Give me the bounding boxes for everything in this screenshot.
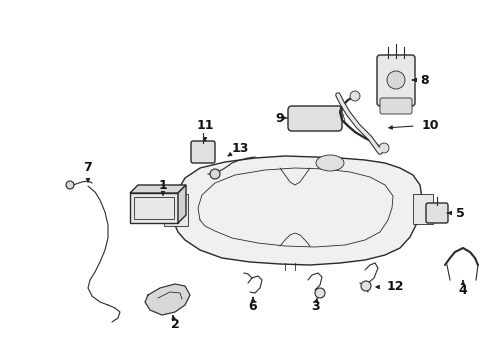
FancyBboxPatch shape	[287, 106, 341, 131]
Text: 1: 1	[158, 179, 167, 195]
Text: 3: 3	[310, 298, 319, 314]
Text: 2: 2	[170, 315, 179, 332]
FancyBboxPatch shape	[412, 194, 432, 224]
Circle shape	[314, 288, 325, 298]
Text: 5: 5	[447, 207, 464, 220]
Text: 4: 4	[458, 280, 467, 297]
Ellipse shape	[315, 155, 343, 171]
Polygon shape	[145, 284, 190, 315]
Polygon shape	[130, 185, 185, 193]
Polygon shape	[178, 185, 185, 223]
Circle shape	[386, 71, 404, 89]
FancyBboxPatch shape	[379, 98, 411, 114]
Polygon shape	[172, 156, 421, 265]
FancyBboxPatch shape	[163, 194, 187, 226]
Text: 13: 13	[228, 141, 248, 156]
FancyBboxPatch shape	[425, 203, 447, 223]
Text: 6: 6	[248, 297, 257, 314]
Circle shape	[66, 181, 74, 189]
Circle shape	[349, 91, 359, 101]
Polygon shape	[130, 193, 178, 223]
Text: 12: 12	[375, 280, 403, 293]
Text: 7: 7	[83, 161, 92, 182]
FancyBboxPatch shape	[376, 55, 414, 106]
Circle shape	[209, 169, 220, 179]
Text: 8: 8	[411, 73, 428, 86]
Text: 10: 10	[388, 118, 438, 131]
Circle shape	[360, 281, 370, 291]
Circle shape	[378, 143, 388, 153]
Text: 11: 11	[196, 118, 213, 141]
FancyBboxPatch shape	[191, 141, 215, 163]
Text: 9: 9	[275, 112, 286, 125]
